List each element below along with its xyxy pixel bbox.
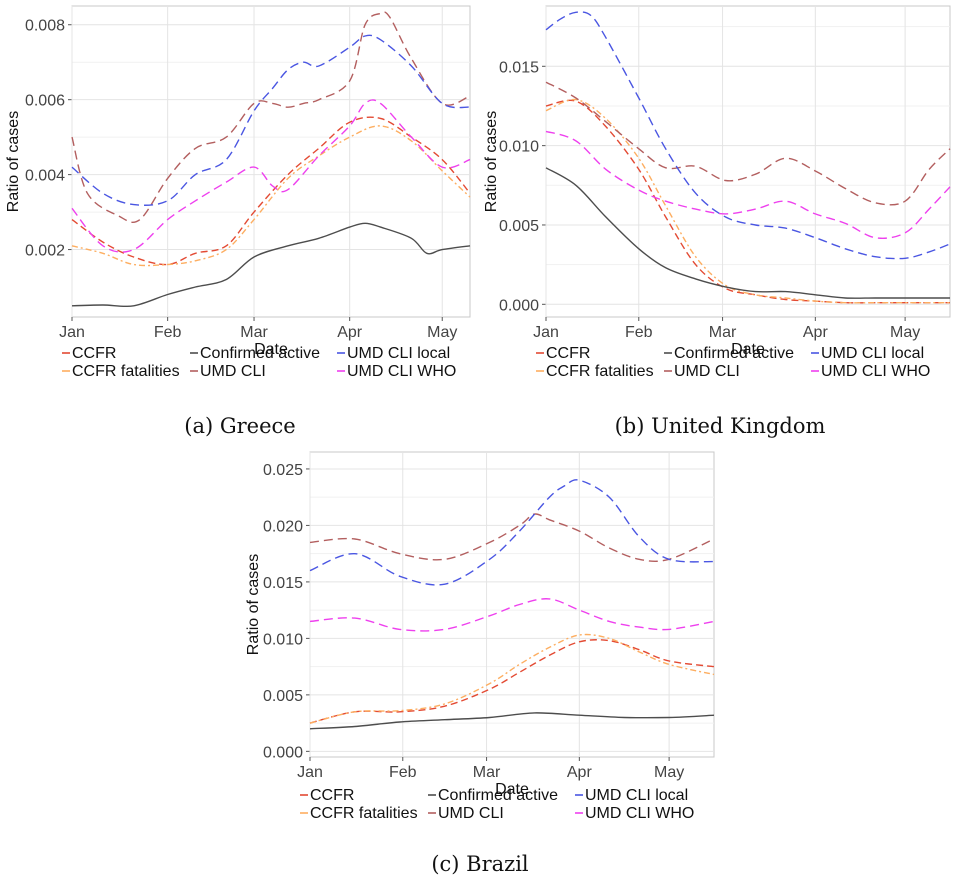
y-axis-title: Ratio of cases: [245, 554, 262, 655]
legend-label-umd-cli: UMD CLI: [200, 363, 266, 380]
y-tick-label: 0.005: [263, 688, 303, 705]
series-line-umd-cli-who: [309, 598, 715, 632]
series-line-umd-cli-local: [545, 11, 951, 260]
legend-label-umd-cli-who: UMD CLI WHO: [585, 805, 694, 822]
caption-brazil: (c) Brazil: [431, 852, 529, 876]
y-axis-title: Ratio of cases: [483, 111, 500, 212]
legend-label-ccfr-fatalities: CCFR fatalities: [72, 363, 180, 380]
chart-greece: 0.002 0.004 0.006 0.008 Jan Feb Mar Apr May Date R…: [0, 0, 475, 412]
legend-label-ccfr-fatalities: CCFR fatalities: [546, 363, 654, 380]
y-tick-label: 0.002: [25, 243, 65, 260]
y-tick-label: 0.005: [499, 218, 539, 235]
series-line-umd-cli-who: [71, 99, 471, 253]
x-tick-label: May: [427, 324, 457, 341]
x-tick-label: Feb: [389, 764, 417, 781]
caption-united-kingdom: (b) United Kingdom: [614, 414, 826, 438]
series-line-umd-cli: [545, 81, 951, 206]
legend-label-umd-cli-who: UMD CLI WHO: [347, 363, 456, 380]
series-line-umd-cli-local: [309, 479, 715, 586]
y-tick-label: 0.015: [263, 575, 303, 592]
plot-area: [309, 451, 715, 758]
y-tick-label: 0.025: [263, 462, 303, 479]
x-tick-label: Jan: [297, 764, 323, 781]
legend-label-umd-cli: UMD CLI: [674, 363, 740, 380]
series-line-confirmed-active: [545, 167, 950, 299]
legend-label-umd-cli-local: UMD CLI local: [585, 787, 688, 804]
x-tick-label: May: [890, 324, 920, 341]
y-tick-label: 0.020: [263, 518, 303, 535]
legend-label-umd-cli-local: UMD CLI local: [821, 345, 924, 362]
y-tick-label: 0.000: [499, 297, 539, 314]
series-line-umd-cli: [71, 11, 471, 223]
chart-united-kingdom: 0.000 0.005 0.010 0.015 Jan Feb Mar Apr May Date R…: [478, 0, 955, 412]
plot-area: [545, 5, 951, 318]
chart-brazil: 0.000 0.005 0.010 0.015 0.020 0.025 Jan Feb Mar A…: [240, 448, 720, 848]
x-tick-label: Mar: [473, 764, 501, 781]
legend-label-umd-cli: UMD CLI: [438, 805, 504, 822]
series-line-ccfr-fatalities: [71, 125, 471, 267]
legend-label-confirmed-active: Confirmed active: [438, 787, 558, 804]
y-tick-label: 0.000: [263, 744, 303, 761]
x-tick-label: Feb: [625, 324, 653, 341]
x-tick-label: May: [654, 764, 684, 781]
y-axis-title: Ratio of cases: [5, 111, 22, 212]
x-tick-label: Apr: [567, 764, 593, 781]
x-axis-title: Date: [254, 341, 288, 358]
y-tick-label: 0.015: [499, 59, 539, 76]
x-tick-label: Jan: [59, 324, 85, 341]
legend-label-ccfr: CCFR: [72, 345, 116, 362]
series-line-ccfr-fatalities: [309, 633, 715, 724]
x-tick-label: Mar: [240, 324, 268, 341]
legend-label-ccfr: CCFR: [546, 345, 590, 362]
legend-label-umd-cli-local: UMD CLI local: [347, 345, 450, 362]
x-tick-label: Feb: [154, 324, 182, 341]
legend-label-umd-cli-who: UMD CLI WHO: [821, 363, 930, 380]
legend-label-ccfr-fatalities: CCFR fatalities: [310, 805, 418, 822]
series-line-confirmed-active: [309, 712, 715, 730]
y-tick-label: 0.008: [25, 18, 65, 35]
x-tick-label: Apr: [337, 324, 363, 341]
legend-label-confirmed-active: Confirmed active: [200, 345, 320, 362]
y-tick-label: 0.004: [25, 168, 65, 185]
series-line-umd-cli-local: [71, 34, 471, 206]
y-tick-label: 0.010: [263, 631, 303, 648]
legend-label-ccfr: CCFR: [310, 787, 354, 804]
legend-label-confirmed-active: Confirmed active: [674, 345, 794, 362]
chart-brazil-svg: 0.000 0.005 0.010 0.015 0.020 0.025 Jan Feb Mar A…: [245, 451, 715, 822]
caption-greece: (a) Greece: [184, 414, 296, 438]
x-axis-title: Date: [495, 781, 529, 798]
x-tick-label: Apr: [803, 324, 829, 341]
plot-area: [71, 5, 471, 318]
series-line-ccfr-fatalities: [545, 98, 950, 304]
x-tick-label: Jan: [533, 324, 559, 341]
x-tick-label: Mar: [709, 324, 737, 341]
y-tick-label: 0.006: [25, 93, 65, 110]
series-line-ccfr: [309, 639, 715, 724]
y-tick-label: 0.010: [499, 139, 539, 156]
series-line-confirmed-active: [71, 222, 471, 308]
x-axis-title: Date: [731, 341, 765, 358]
chart-greece-svg: 0.002 0.004 0.006 0.008 Jan Feb Mar Apr May Date R…: [5, 5, 471, 380]
chart-uk-svg: 0.000 0.005 0.010 0.015 Jan Feb Mar Apr May Date R…: [483, 5, 951, 380]
series-line-umd-cli-who: [545, 130, 951, 239]
